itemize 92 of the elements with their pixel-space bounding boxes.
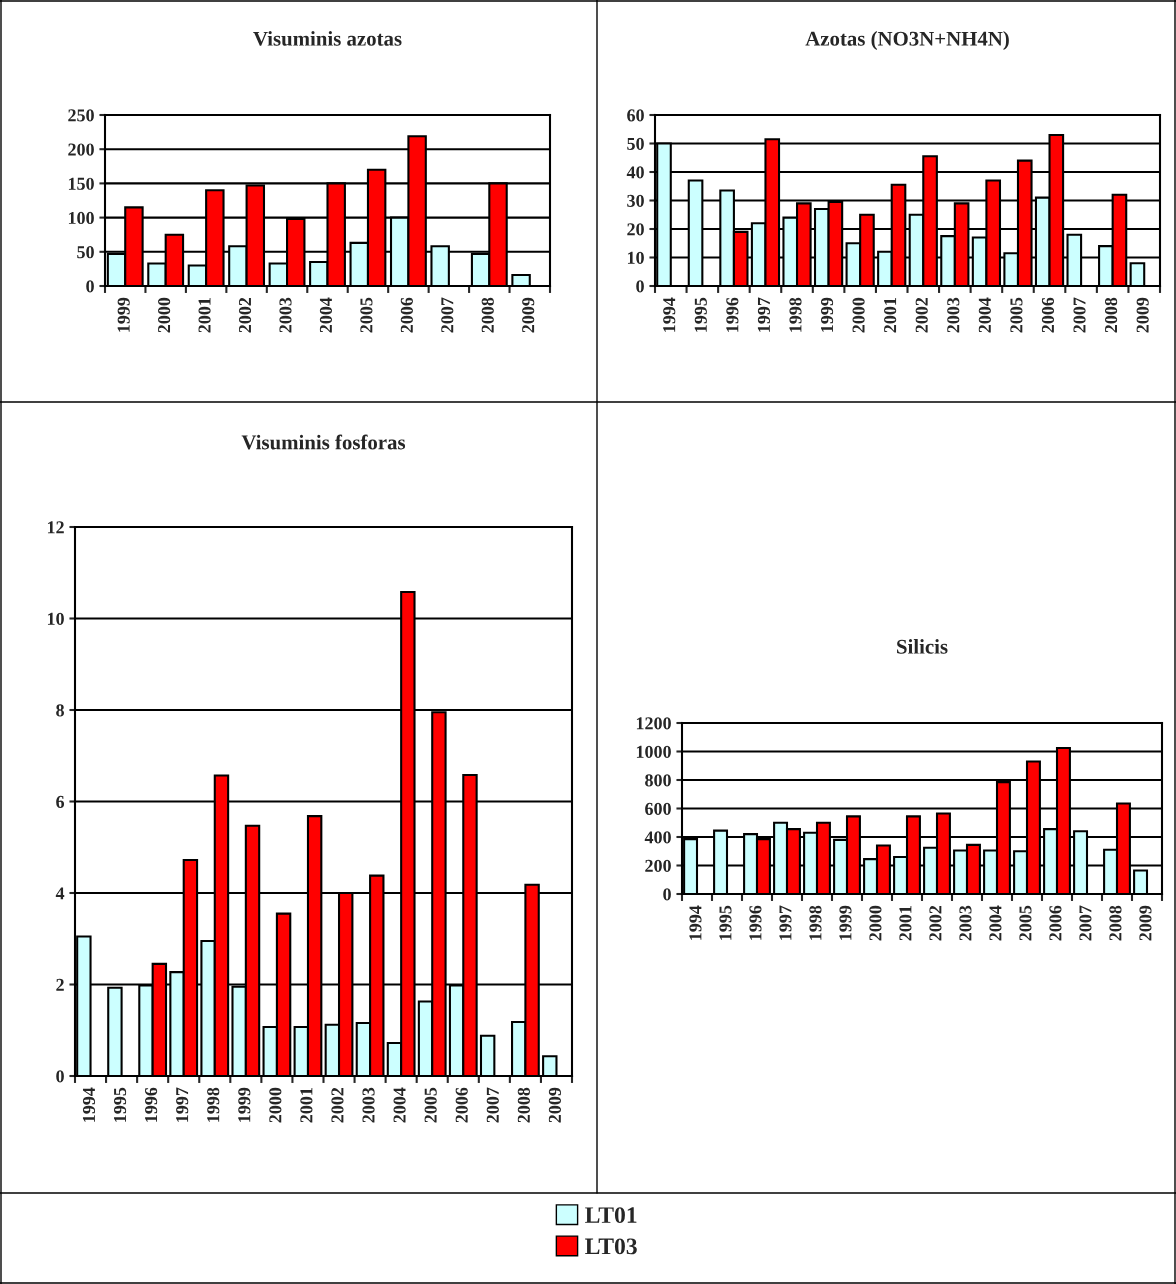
x-tick-label: 2002 [915,297,928,333]
x-tick-label: 2004 [989,905,1002,941]
x-tick-label: 1999 [117,297,130,332]
chart-title: Visuminis fosforas [241,434,406,450]
x-tick-label: 1999 [839,905,852,940]
y-tick-label: 600 [645,802,671,815]
chart-title: Visuminis azotas [253,31,402,46]
x-tick-label: 2000 [869,905,882,941]
x-tick-label: 1994 [689,905,702,940]
y-tick-label: 20 [627,223,644,236]
y-tick-label: 0 [663,888,671,901]
x-tick-label: 2008 [517,1087,530,1123]
x-tick-label: 1995 [694,297,707,332]
y-tick-label: 1000 [636,745,671,758]
y-tick-label: 50 [627,137,644,150]
x-tick-label: 2009 [1139,905,1152,941]
x-tick-label: 1998 [789,297,802,332]
x-tick-label: 2008 [1109,905,1122,941]
x-tick-label: 1994 [82,1087,96,1122]
x-tick-label: 2003 [959,905,972,941]
y-tick-label: 150 [68,177,94,190]
x-tick-label: 2003 [279,297,292,333]
x-tick-label: 2001 [300,1088,313,1123]
x-tick-label: 1999 [820,297,834,332]
x-tick-label: 1997 [176,1087,189,1122]
x-tick-label: 1995 [113,1087,127,1122]
x-tick-label: 2004 [978,297,991,333]
y-tick-label: 400 [644,831,671,844]
x-tick-label: 2000 [852,297,865,333]
x-tick-label: 1996 [145,1087,158,1122]
y-tick-label: 0 [636,280,644,293]
x-tick-label: 2006 [400,297,413,333]
y-tick-label: 250 [68,109,94,122]
x-tick-label: 2002 [929,905,942,941]
x-tick-label: 2001 [198,298,211,333]
x-tick-label: 2006 [455,1087,468,1123]
x-tick-label: 2005 [424,1087,437,1123]
y-tick-label: 800 [645,774,671,787]
y-tick-label: 8 [56,704,64,717]
y-tick-label: 1200 [636,717,671,730]
x-tick-label: 1996 [749,905,762,940]
x-tick-label: 2000 [269,1087,282,1123]
x-tick-label: 1998 [207,1087,220,1122]
y-tick-label: 100 [68,211,94,225]
x-tick-label: 2005 [360,297,373,333]
x-tick-label: 2006 [1041,297,1055,333]
y-tick-label: 40 [626,166,644,179]
x-tick-label: 2009 [522,297,535,333]
x-tick-label: 1997 [779,905,792,940]
y-tick-label: 200 [68,143,94,156]
x-tick-label: 2003 [947,297,960,333]
y-tick-label: 30 [627,194,644,207]
y-tick-label: 10 [627,251,644,264]
x-tick-label: 2001 [884,298,897,333]
x-tick-label: 2008 [481,297,494,333]
y-tick-label: 50 [77,246,94,259]
y-tick-label: 200 [645,859,671,872]
chart-title: Silicis [897,639,948,654]
y-tick-label: 0 [86,280,94,293]
x-tick-label: 2004 [319,297,333,333]
y-tick-label: 4 [55,887,65,900]
x-tick-label: 2002 [238,297,252,333]
x-tick-label: 2007 [441,297,454,333]
legend-label: LT03 [585,1238,637,1255]
x-tick-label: 1995 [719,905,732,940]
x-tick-label: 2003 [362,1087,375,1123]
x-tick-label: 2007 [486,1087,499,1123]
x-tick-label: 1999 [238,1087,251,1122]
y-tick-label: 10 [47,612,64,625]
y-tick-label: 6 [56,795,65,808]
x-tick-label: 2007 [1079,905,1092,941]
x-tick-label: 2009 [548,1087,561,1123]
x-tick-label: 1998 [809,905,822,940]
x-tick-label: 2005 [1010,297,1023,333]
x-tick-label: 2000 [158,297,171,333]
x-tick-label: 1994 [663,297,676,332]
x-tick-label: 2009 [1136,297,1149,333]
y-tick-label: 60 [627,109,644,122]
x-tick-label: 2004 [393,1087,406,1123]
x-tick-label: 2005 [1019,905,1032,941]
x-tick-label: 1996 [726,297,739,332]
legend-label: LT01 [585,1207,637,1224]
y-tick-label: 2 [56,978,64,991]
chart-title: Azotas (NO3N+NH4N) [805,31,1009,50]
x-tick-label: 2001 [899,906,912,941]
x-tick-label: 2006 [1049,905,1062,941]
y-tick-label: 0 [56,1070,64,1083]
x-tick-label: 2002 [331,1087,344,1123]
x-tick-label: 2007 [1073,297,1086,333]
x-tick-label: 1997 [757,297,770,332]
x-tick-label: 2008 [1104,297,1118,333]
y-tick-label: 12 [47,521,64,534]
